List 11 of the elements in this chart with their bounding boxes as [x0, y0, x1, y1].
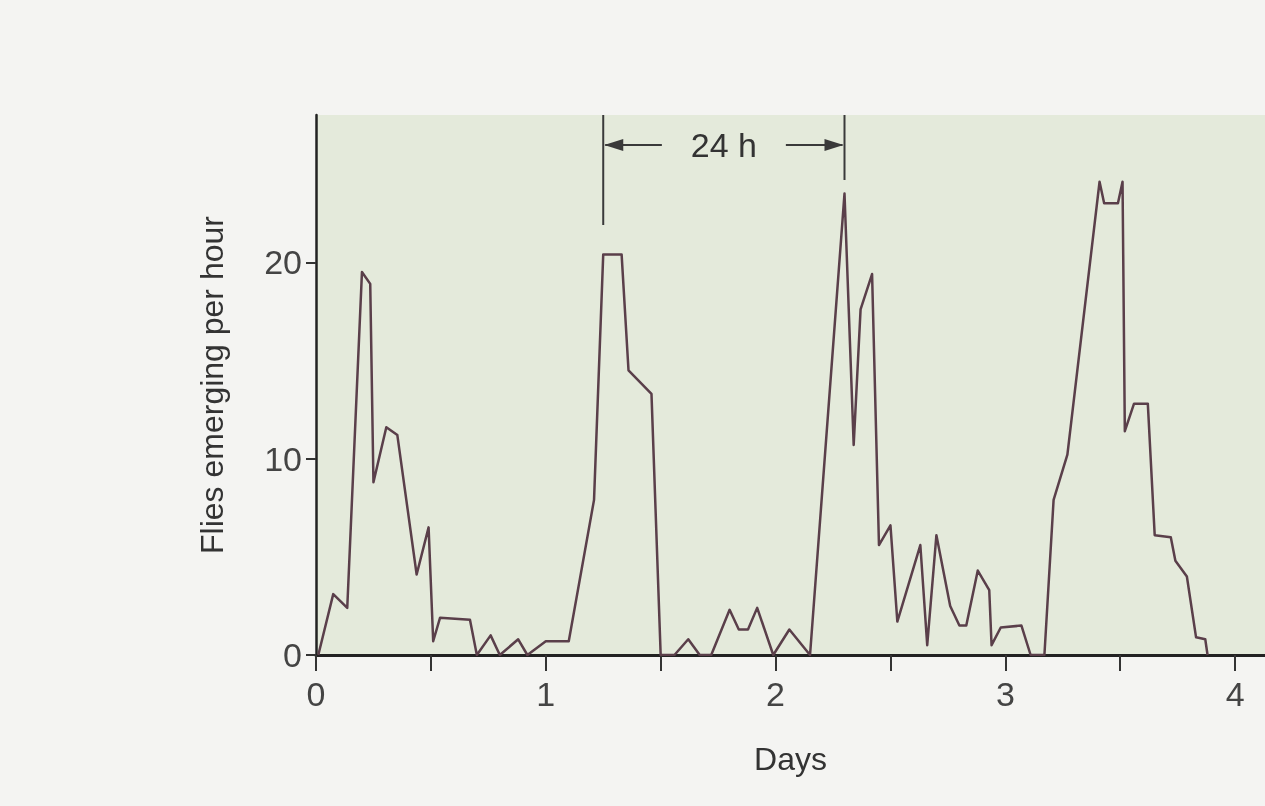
x-tick-label: 2: [766, 675, 786, 713]
x-tick-label: 4: [1225, 675, 1245, 713]
y-axis-title: Flies emerging per hour: [194, 215, 230, 554]
ref-line-label: 24 h: [690, 126, 757, 164]
y-tick-label: 0: [283, 636, 302, 674]
y-tick-label: 10: [264, 439, 302, 478]
y-tick-label: 20: [264, 243, 302, 282]
x-axis-title: Days: [754, 741, 827, 777]
x-tick-label: 1: [536, 675, 556, 713]
x-tick-label: 0: [306, 675, 326, 713]
x-tick-label: 3: [995, 675, 1015, 713]
